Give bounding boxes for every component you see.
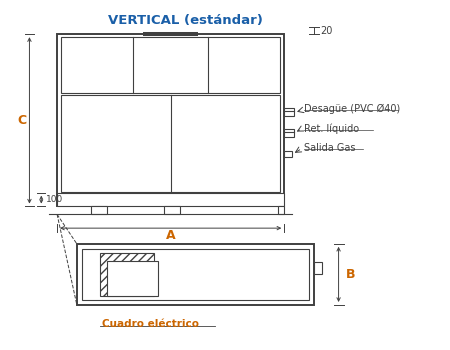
Bar (77, 244, 314, 305)
Bar (57, 193, 284, 206)
Bar (99, 253, 154, 296)
Text: VERTICAL (estándar): VERTICAL (estándar) (108, 14, 263, 27)
Bar (108, 261, 158, 296)
Text: Desagüe (PVC Ø40): Desagüe (PVC Ø40) (304, 104, 400, 114)
Text: C: C (17, 114, 26, 127)
Text: 20: 20 (320, 26, 332, 36)
Bar (284, 129, 294, 137)
Bar (91, 206, 107, 214)
Bar (284, 108, 294, 116)
Bar (164, 206, 180, 214)
Text: Salida Gas: Salida Gas (304, 144, 356, 153)
Text: Ret. líquido: Ret. líquido (304, 124, 359, 134)
Text: Cuadro eléctrico: Cuadro eléctrico (102, 318, 198, 329)
Text: 100: 100 (46, 195, 63, 204)
Bar (61, 37, 280, 93)
Bar (57, 34, 284, 206)
Bar (284, 152, 292, 157)
Bar (279, 206, 284, 214)
Bar (61, 95, 280, 192)
Bar (82, 249, 309, 300)
Text: B: B (346, 268, 355, 281)
Text: A: A (166, 229, 176, 241)
Bar (314, 262, 322, 274)
